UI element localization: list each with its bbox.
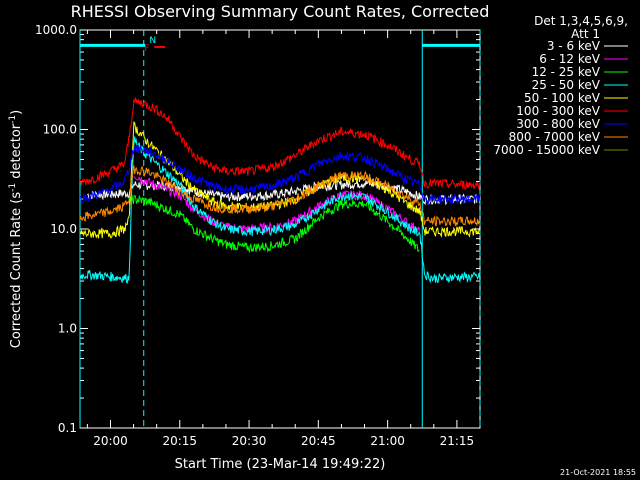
y-axis-label: Corrected Count Rate (s-1 detector-1) [8, 110, 24, 348]
y-axis-label-sup1: -1 [8, 183, 18, 192]
flag-markers: NF [144, 36, 166, 54]
x-axis: 20:00 20:15 20:30 20:45 21:00 21:15 [86, 30, 475, 448]
y-tick-label: 10.0 [50, 222, 77, 236]
x-tick-label: 21:15 [440, 434, 475, 448]
series-line [79, 165, 481, 227]
y-axis-label-main: Corrected Count Rate (s [9, 192, 24, 349]
legend-label: 50 - 100 keV [524, 91, 601, 105]
series-line [79, 97, 481, 191]
x-tick-label: 20:45 [301, 434, 336, 448]
marker-label-f: F [144, 44, 149, 54]
legend-label: 300 - 800 keV [516, 117, 600, 131]
y-tick-label: 0.1 [58, 421, 77, 435]
x-tick-label: 20:30 [232, 434, 267, 448]
legend-header-line1: Det 1,3,4,5,6,9, [534, 14, 628, 28]
legend-label: 12 - 25 keV [532, 65, 601, 79]
legend-label: 25 - 50 keV [532, 78, 601, 92]
legend-label: 6 - 12 keV [539, 52, 601, 66]
y-tick-label: 100.0 [43, 123, 77, 137]
legend-label: 800 - 7000 keV [509, 130, 601, 144]
series-lines [79, 97, 481, 284]
x-axis-label: Start Time (23-Mar-14 19:49:22) [175, 457, 386, 472]
legend-label: 7000 - 15000 keV [493, 143, 600, 157]
legend-header-line2: Att 1 [571, 27, 600, 41]
y-tick-label: 1.0 [58, 322, 77, 336]
y-axis-label-sup2: -1 [8, 115, 18, 124]
series-line [128, 194, 420, 254]
legend-label: 100 - 300 keV [516, 104, 600, 118]
x-tick-label: 21:00 [370, 434, 405, 448]
time-markers [79, 30, 481, 428]
legend-label: 3 - 6 keV [547, 39, 601, 53]
y-axis: 1000.0 100.0 10.0 1.0 0.1 [35, 23, 480, 435]
series-line [79, 120, 481, 239]
series-line [79, 144, 481, 206]
y-tick-label: 1000.0 [35, 23, 77, 37]
x-tick-label: 20:00 [93, 434, 128, 448]
y-axis-label-mid: detector [9, 123, 24, 183]
timestamp: 21-Oct-2021 18:55 [560, 468, 636, 477]
y-axis-label-end: ) [9, 110, 24, 115]
marker-label-n: N [149, 36, 156, 46]
chart-title: RHESSI Observing Summary Count Rates, Co… [71, 2, 490, 21]
x-tick-label: 20:15 [162, 434, 197, 448]
